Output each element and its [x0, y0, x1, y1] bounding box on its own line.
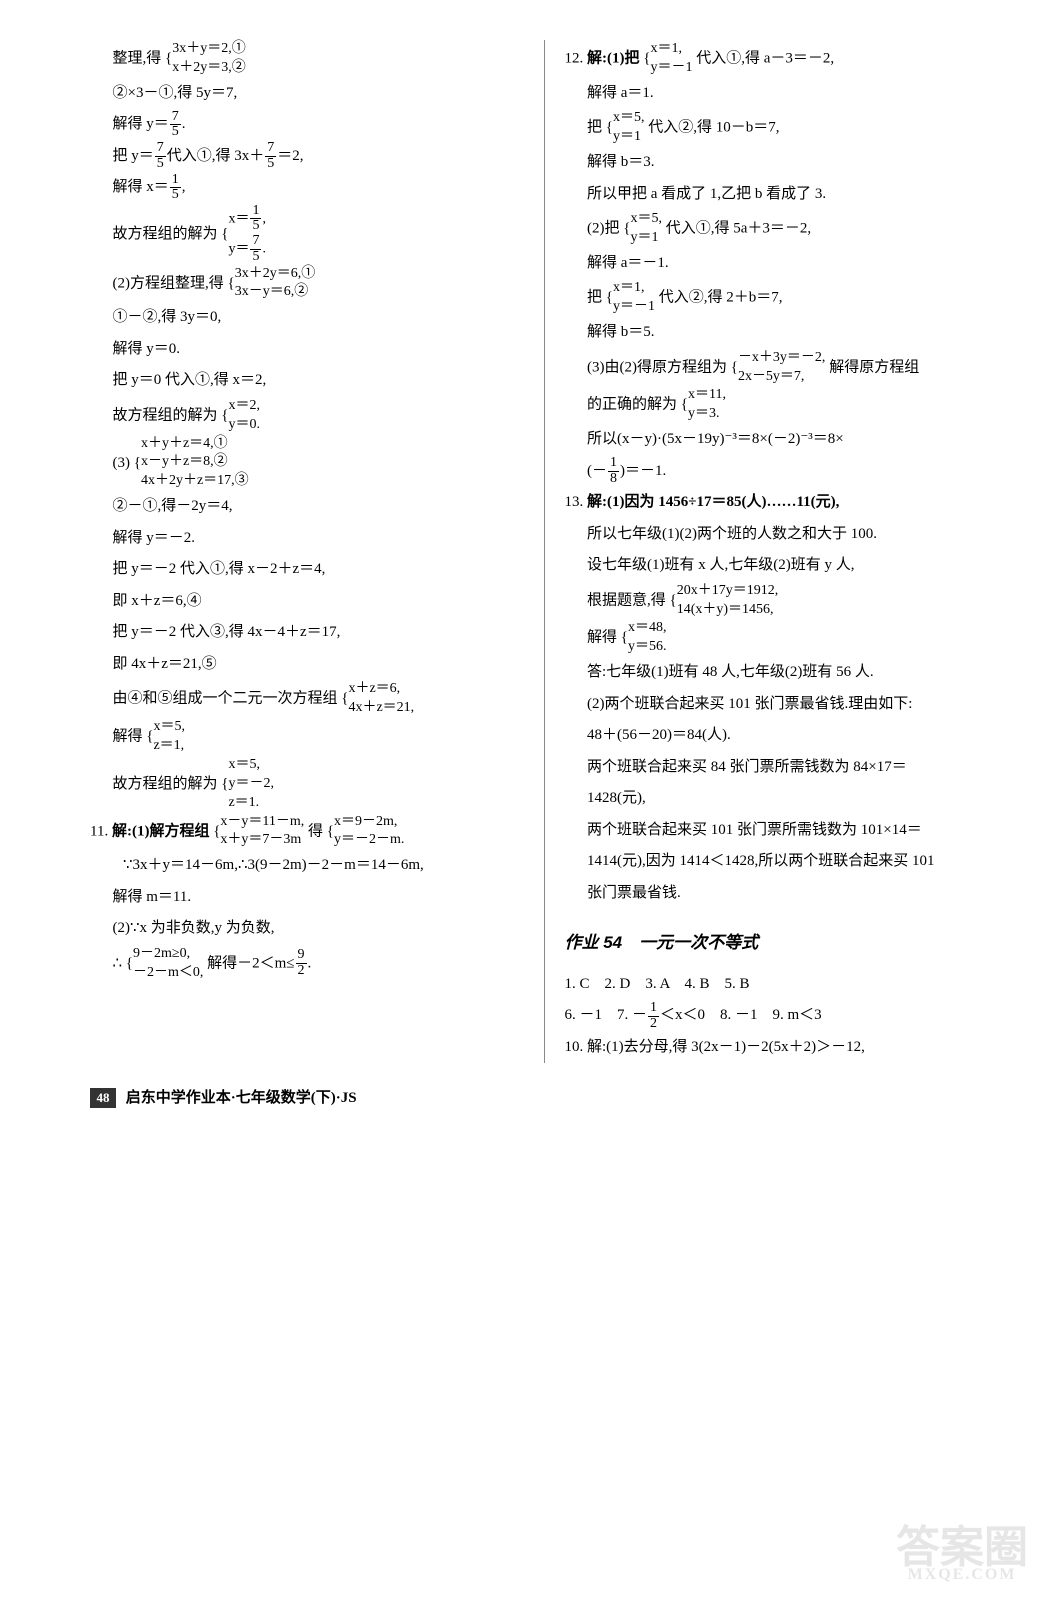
- text-line: 48＋(56－20)＝84(人).: [565, 720, 999, 752]
- text-line: ②－①,得－2y＝4,: [90, 491, 524, 523]
- equation-system: {x＝11,y＝3.: [681, 386, 726, 424]
- fraction: 92: [296, 948, 307, 978]
- equation-system: {－x＋3y＝－2,2x－5y＝7,: [731, 349, 826, 387]
- text-line: 1414(元),因为 1414＜1428,所以两个班联合起来买 101: [565, 846, 999, 878]
- question-number: 12.: [565, 50, 584, 66]
- fraction: 75: [155, 141, 166, 171]
- text-line: (3)由(2)得原方程组为 {－x＋3y＝－2,2x－5y＝7, 解得原方程组: [565, 349, 999, 387]
- text-line: 所以(x－y)·(5x－19y)⁻³＝8×(－2)⁻³＝8×: [565, 424, 999, 456]
- equation-system: {x＝5,y＝1: [606, 109, 645, 147]
- text-line: (2)方程组整理,得 {3x＋2y＝6,①3x－y＝6,②: [90, 265, 524, 303]
- text-line: 的正确的解为 {x＝11,y＝3.: [565, 386, 999, 424]
- text-line: 把 {x＝5,y＝1 代入②,得 10－b＝7,: [565, 109, 999, 147]
- text-line: 设七年级(1)班有 x 人,七年级(2)班有 y 人,: [565, 550, 999, 582]
- text-line: 解得 y＝－2.: [90, 523, 524, 555]
- text-line: 整理,得 {3x＋y＝2,①x＋2y＝3,②: [90, 40, 524, 78]
- text-line: 解得 b＝3.: [565, 147, 999, 179]
- equation-system: {x＋y＋z＝4,①x－y＋z＝8,②4x＋2y＋z＝17,③: [134, 435, 249, 492]
- equation-system: {x＝5,z＝1,: [146, 718, 185, 756]
- equation-system: {x＝5,y＝1: [623, 210, 662, 248]
- text-line: 把 {x＝1,y＝－1 代入②,得 2＋b＝7,: [565, 279, 999, 317]
- footer-text: 启东中学作业本·七年级数学(下)·JS: [126, 1090, 357, 1106]
- text-line: 即 4x＋z＝21,⑤: [90, 649, 524, 681]
- text-line: 11. 解:(1)解方程组 {x－y＝11－m,x＋y＝7－3m 得 {x＝9－…: [90, 813, 524, 851]
- equation-system: {x＝9－2m,y＝－2－m.: [327, 813, 405, 851]
- equation-system: { x＝15, y＝75.: [221, 204, 266, 265]
- text-line: 所以七年级(1)(2)两个班的人数之和大于 100.: [565, 519, 999, 551]
- left-column: 整理,得 {3x＋y＝2,①x＋2y＝3,② ②×3－①,得 5y＝7, 解得 …: [90, 40, 524, 1063]
- text-line: 1428(元),: [565, 783, 999, 815]
- text-line: ∵3x＋y＝14－6m,∴3(9－2m)－2－m＝14－6m,: [90, 850, 524, 882]
- equation-system: {x＝1,y＝－1: [643, 40, 692, 78]
- text-line: 根据题意,得 {20x＋17y＝1912,14(x＋y)＝1456,: [565, 582, 999, 620]
- fraction: 15: [170, 173, 181, 203]
- equation-system: {x＋z＝6,4x＋z＝21,: [341, 680, 414, 718]
- equation-system: {9－2m≥0,－2－m＜0,: [126, 945, 204, 983]
- text-line: 12. 解:(1)把 {x＝1,y＝－1 代入①,得 a－3＝－2,: [565, 40, 999, 78]
- answer-line: 1. C 2. D 3. A 4. B 5. B: [565, 969, 999, 1001]
- text-line: (2)∵x 为非负数,y 为负数,: [90, 913, 524, 945]
- equation-system: {x＝1,y＝－1: [606, 279, 655, 317]
- page-number: 48: [90, 1088, 116, 1108]
- text-line: 把 y＝0 代入①,得 x＝2,: [90, 365, 524, 397]
- fraction: 75: [265, 141, 276, 171]
- right-column: 12. 解:(1)把 {x＝1,y＝－1 代入①,得 a－3＝－2, 解得 a＝…: [565, 40, 999, 1063]
- text-line: 故方程组的解为 {x＝5,y＝－2,z＝1.: [90, 756, 524, 813]
- text-line: 把 y＝－2 代入①,得 x－2＋z＝4,: [90, 554, 524, 586]
- text-line: ②×3－①,得 5y＝7,: [90, 78, 524, 110]
- two-column-layout: 整理,得 {3x＋y＝2,①x＋2y＝3,② ②×3－①,得 5y＝7, 解得 …: [90, 40, 998, 1063]
- equation-system: {3x＋2y＝6,①3x－y＝6,②: [228, 265, 316, 303]
- text-line: 解得 {x＝5,z＝1,: [90, 718, 524, 756]
- text-line: 张门票最省钱.: [565, 878, 999, 910]
- text-line: 所以甲把 a 看成了 1,乙把 b 看成了 3.: [565, 179, 999, 211]
- equation-system: {x＝48,y＝56.: [621, 619, 667, 657]
- equation-system: {x－y＝11－m,x＋y＝7－3m: [213, 813, 304, 851]
- text-line: ①－②,得 3y＝0,: [90, 302, 524, 334]
- text-line: 13. 解:(1)因为 1456÷17＝85(人)……11(元),: [565, 487, 999, 519]
- watermark: 答案圈 MXQE.COM: [896, 1530, 1028, 1582]
- text-line: 解得 x＝15,: [90, 172, 524, 204]
- text-line: 把 y＝－2 代入③,得 4x－4＋z＝17,: [90, 617, 524, 649]
- text-line: (2)两个班联合起来买 101 张门票最省钱.理由如下:: [565, 689, 999, 721]
- text-line: 解得 {x＝48,y＝56.: [565, 619, 999, 657]
- text: 整理,得: [113, 50, 162, 66]
- answer-line: 6. －1 7. －12＜x＜0 8. －1 9. m＜3: [565, 1000, 999, 1032]
- text-line: 解得 y＝0.: [90, 334, 524, 366]
- equation-system: {x＝2,y＝0.: [221, 397, 260, 435]
- text-line: 两个班联合起来买 101 张门票所需钱数为 101×14＝: [565, 815, 999, 847]
- text-line: 由④和⑤组成一个二元一次方程组 {x＋z＝6,4x＋z＝21,: [90, 680, 524, 718]
- text-line: 答:七年级(1)班有 48 人,七年级(2)班有 56 人.: [565, 657, 999, 689]
- text-line: 解得 a＝1.: [565, 78, 999, 110]
- text-line: 10. 解:(1)去分母,得 3(2x－1)－2(5x＋2)＞－12,: [565, 1032, 999, 1064]
- text-line: 解得 y＝75.: [90, 109, 524, 141]
- question-number: 11.: [90, 823, 108, 839]
- fraction: 12: [648, 1001, 659, 1031]
- column-divider: [544, 40, 545, 1063]
- equation-system: {x＝5,y＝－2,z＝1.: [221, 756, 274, 813]
- equation-system: {20x＋17y＝1912,14(x＋y)＝1456,: [670, 582, 779, 620]
- text-line: 把 y＝75代入①,得 3x＋75＝2,: [90, 141, 524, 173]
- fraction: 75: [170, 110, 181, 140]
- text-line: (－18)＝－1.: [565, 456, 999, 488]
- text-line: 解得 b＝5.: [565, 317, 999, 349]
- text-line: (2)把 {x＝5,y＝1 代入①,得 5a＋3＝－2,: [565, 210, 999, 248]
- watermark-top: 答案圈: [896, 1523, 1028, 1572]
- section-title: 作业 54 一元一次不等式: [565, 925, 999, 961]
- text-line: 解得 a＝－1.: [565, 248, 999, 280]
- text-line: 两个班联合起来买 84 张门票所需钱数为 84×17＝: [565, 752, 999, 784]
- text-line: 故方程组的解为 {x＝2,y＝0.: [90, 397, 524, 435]
- text-line: 故方程组的解为 { x＝15, y＝75.: [90, 204, 524, 265]
- text-line: (3) {x＋y＋z＝4,①x－y＋z＝8,②4x＋2y＋z＝17,③: [90, 435, 524, 492]
- question-number: 13.: [565, 494, 584, 510]
- equation-system: {3x＋y＝2,①x＋2y＝3,②: [165, 40, 246, 78]
- text-line: 解得 m＝11.: [90, 882, 524, 914]
- fraction: 18: [608, 456, 619, 486]
- text-line: ∴ {9－2m≥0,－2－m＜0, 解得－2＜m≤92.: [90, 945, 524, 983]
- page-footer: 48 启东中学作业本·七年级数学(下)·JS: [90, 1077, 998, 1115]
- watermark-bottom: MXQE.COM: [896, 1569, 1028, 1582]
- text-line: 即 x＋z＝6,④: [90, 586, 524, 618]
